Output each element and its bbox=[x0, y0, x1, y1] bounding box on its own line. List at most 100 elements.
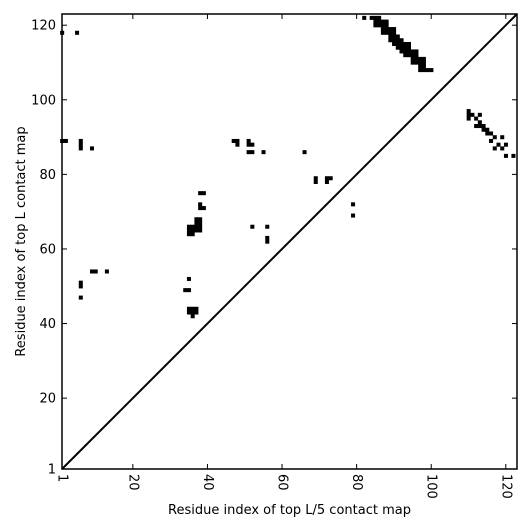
contact-cell bbox=[250, 224, 255, 229]
contact-cell bbox=[183, 288, 188, 293]
contact-cell bbox=[198, 206, 203, 211]
contact-cell bbox=[399, 41, 404, 46]
contact-cell bbox=[198, 228, 203, 233]
contact-cell bbox=[392, 30, 397, 35]
contact-cell bbox=[477, 112, 482, 117]
contact-cell bbox=[418, 64, 423, 69]
contact-cell bbox=[377, 23, 382, 28]
contact-cell bbox=[198, 217, 203, 222]
contact-cell bbox=[418, 60, 423, 65]
y-tick-label: 80 bbox=[39, 168, 56, 183]
contact-cell bbox=[399, 45, 404, 50]
x-tick-label: 120 bbox=[498, 474, 513, 499]
contact-cell bbox=[410, 56, 415, 61]
contact-cell bbox=[186, 224, 191, 229]
contact-cell bbox=[429, 68, 434, 73]
contact-cell bbox=[388, 38, 393, 43]
contact-cell bbox=[492, 135, 497, 140]
contact-cell bbox=[421, 68, 426, 73]
contact-cell bbox=[324, 179, 329, 184]
contact-cell bbox=[246, 150, 251, 155]
contact-cell bbox=[78, 146, 83, 151]
contact-cell bbox=[410, 53, 415, 58]
contact-cell bbox=[466, 112, 471, 117]
y-tick-label: 100 bbox=[31, 93, 56, 108]
y-tick-label: 20 bbox=[39, 392, 56, 407]
contact-cell bbox=[377, 19, 382, 24]
diagonal-line bbox=[61, 13, 518, 470]
contact-cell bbox=[384, 23, 389, 28]
contact-cell bbox=[503, 153, 508, 158]
contact-cell bbox=[384, 30, 389, 35]
x-tick-label: 60 bbox=[275, 474, 290, 491]
contact-cell bbox=[190, 232, 195, 237]
contact-cell bbox=[496, 142, 501, 147]
contact-cell bbox=[392, 41, 397, 46]
contact-cell bbox=[388, 27, 393, 32]
contact-cell bbox=[421, 56, 426, 61]
contact-cell bbox=[403, 45, 408, 50]
contact-cell bbox=[194, 228, 199, 233]
contact-cell bbox=[250, 150, 255, 155]
y-axis-label: Residue index of top L contact map bbox=[14, 126, 29, 356]
contact-cell bbox=[351, 213, 356, 218]
contact-cell bbox=[380, 27, 385, 32]
contact-cell bbox=[63, 138, 68, 143]
contact-cell bbox=[503, 142, 508, 147]
contact-cell bbox=[190, 314, 195, 319]
contact-cell bbox=[265, 224, 270, 229]
contact-cell bbox=[414, 53, 419, 58]
contact-cell bbox=[403, 49, 408, 54]
contact-cell bbox=[395, 38, 400, 43]
contact-cell bbox=[418, 56, 423, 61]
contact-cell bbox=[194, 220, 199, 226]
contact-cell bbox=[403, 41, 408, 46]
plot-frame bbox=[61, 13, 518, 470]
contact-cell bbox=[78, 138, 83, 143]
contact-cell bbox=[75, 30, 80, 35]
contact-cell bbox=[186, 288, 191, 293]
y-tick-label: 1 bbox=[48, 463, 56, 478]
contact-cell bbox=[93, 269, 98, 274]
contact-cell bbox=[425, 68, 430, 73]
contact-cell bbox=[388, 34, 393, 39]
contact-cell bbox=[369, 15, 374, 20]
contact-cell bbox=[511, 153, 516, 158]
contact-cell bbox=[492, 146, 497, 151]
contact-cell bbox=[421, 60, 426, 65]
contact-cell bbox=[373, 15, 378, 20]
x-tick-label: 40 bbox=[200, 474, 215, 491]
contact-cell bbox=[201, 191, 206, 196]
contact-cell bbox=[470, 112, 475, 117]
contact-cell bbox=[380, 19, 385, 24]
contact-cell bbox=[104, 269, 109, 274]
contact-cell bbox=[186, 228, 191, 233]
contact-cell bbox=[186, 306, 191, 311]
contact-cell bbox=[78, 284, 83, 289]
contact-cell bbox=[190, 310, 195, 315]
contact-cell bbox=[198, 202, 203, 207]
contact-cell bbox=[414, 56, 419, 61]
contact-cell bbox=[190, 228, 195, 233]
contact-cell bbox=[265, 239, 270, 244]
contact-cell bbox=[250, 142, 255, 147]
contact-cell bbox=[186, 310, 191, 315]
contact-cell bbox=[485, 127, 490, 132]
contact-cell bbox=[410, 60, 415, 65]
contact-cell bbox=[373, 19, 378, 24]
contact-cell bbox=[392, 38, 397, 43]
contact-cell bbox=[466, 116, 471, 121]
contact-cell bbox=[421, 64, 426, 69]
contact-cell bbox=[384, 19, 389, 24]
contact-cell bbox=[392, 27, 397, 32]
contact-cell bbox=[351, 202, 356, 207]
contact-cell bbox=[362, 15, 367, 20]
contact-cell bbox=[373, 23, 378, 28]
contact-cell bbox=[395, 41, 400, 46]
contact-cell bbox=[89, 269, 94, 274]
contact-cell bbox=[403, 53, 408, 58]
contact-cell bbox=[485, 131, 490, 136]
contact-cell bbox=[418, 68, 423, 73]
contact-cell bbox=[198, 191, 203, 196]
